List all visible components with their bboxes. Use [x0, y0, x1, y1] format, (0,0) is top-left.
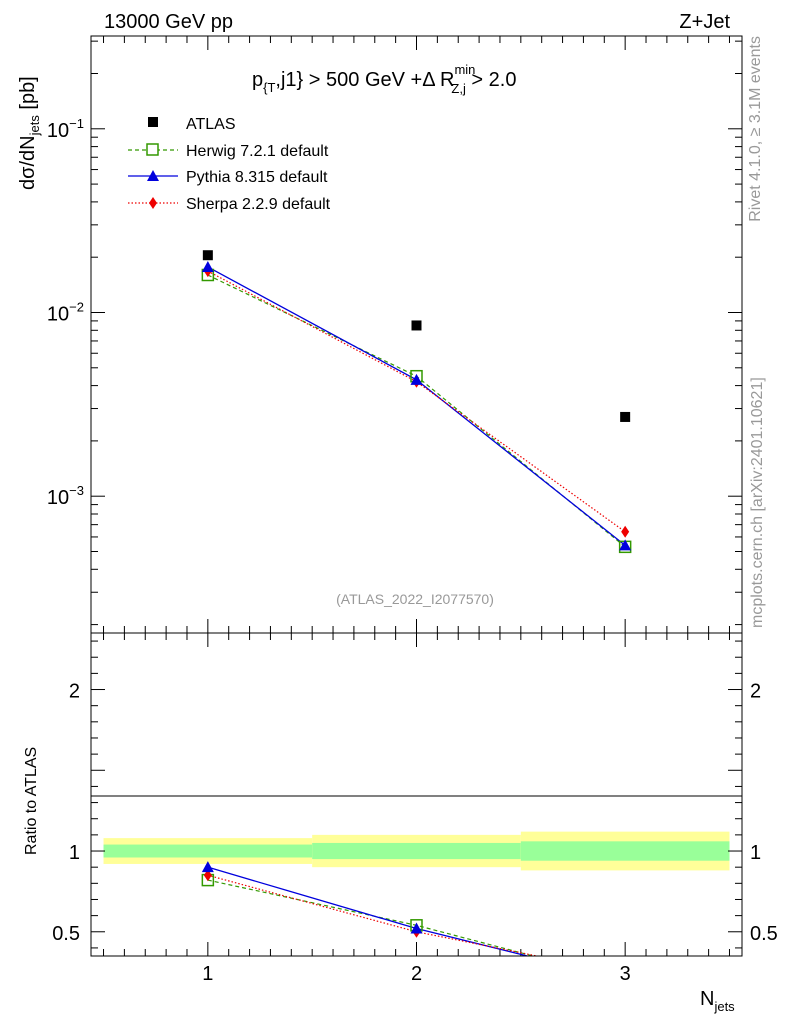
ratio-band-inner-0 [103, 844, 313, 858]
ratio-uncertainty-bands [103, 831, 730, 871]
ratio-plot-frame [90, 632, 743, 957]
header-right-label: Z+Jet [679, 11, 730, 33]
main-ytick-label-0: 10−3 [47, 483, 84, 509]
main-ytick-label-2: 10−1 [47, 116, 84, 142]
main-ytick-label-1: 10−2 [47, 299, 84, 325]
y-axis-label-ratio: Ratio to ATLAS [23, 747, 40, 855]
y-axis-label-main: dσ/dNjets [pb] [17, 76, 42, 190]
legend-label-atlas: ATLAS [186, 116, 236, 133]
main-panel: 10−3 10−2 10−1 p{T,j1} > 500 GeV +Δ Rmin Z,… [47, 35, 743, 634]
main-line-herwig [207, 274, 626, 548]
x-axis-label: Njets [700, 988, 735, 1014]
legend-marker-sherpa [149, 197, 157, 209]
legend-label-herwig: Herwig 7.2.1 default [186, 143, 329, 160]
legend-label-pythia: Pythia 8.315 default [186, 169, 328, 186]
main-series-markers [201, 250, 632, 554]
ratio-ytick-label-left-2: 2 [69, 681, 80, 703]
main-axis-ticks: 10−3 10−2 10−1 [47, 36, 742, 633]
ratio-clip [201, 861, 540, 956]
ratio-marker-pythia-1 [410, 922, 423, 934]
main-marker-pythia-0 [201, 260, 214, 272]
ratio-series-markers [201, 861, 423, 938]
main-marker-data-2 [620, 411, 631, 422]
main-marker-pythia-1 [410, 373, 423, 385]
main-line-pythia [207, 266, 626, 546]
plot-title: p{T,j1} > 500 GeV +Δ Rmin Z,j > 2.0 [252, 62, 516, 96]
ratio-band-inner-1 [312, 842, 521, 860]
legend: ATLAS Herwig 7.2.1 default Pythia 8.315 … [128, 116, 331, 213]
ratio-ytick-label-right-1: 1 [750, 842, 761, 864]
rivet-version-label: Rivet 4.1.0, ≥ 3.1M events [747, 36, 764, 222]
analysis-label: (ATLAS_2022_I2077570) [336, 591, 494, 607]
xtick-label-0: 1 [202, 963, 213, 985]
mcplots-label: mcplots.cern.ch [arXiv:2401.10621] [749, 377, 766, 628]
main-marker-pythia-2 [619, 539, 632, 551]
ratio-marker-pythia-0 [201, 861, 214, 873]
ratio-axis-ticks: 0.5 0.5 1 1 2 2 1 2 3 [52, 633, 778, 985]
ratio-panel: 0.5 0.5 1 1 2 2 1 2 3 [52, 632, 778, 985]
ratio-ytick-label-left-1: 1 [69, 842, 80, 864]
main-marker-sherpa-2 [621, 525, 630, 538]
ratio-ytick-label-left-0: 0.5 [52, 923, 80, 945]
ratio-band-inner-2 [520, 841, 730, 861]
legend-marker-atlas [148, 117, 158, 127]
main-marker-data-0 [202, 250, 213, 261]
main-marker-data-1 [411, 320, 422, 331]
ratio-ytick-label-right-0: 0.5 [750, 923, 778, 945]
ratio-marker-sherpa-0 [203, 869, 212, 882]
legend-label-sherpa: Sherpa 2.2.9 default [186, 196, 331, 213]
xtick-label-2: 3 [620, 963, 631, 985]
main-series-lines [207, 266, 626, 548]
header-left-label: 13000 GeV pp [104, 11, 233, 33]
xtick-label-1: 2 [411, 963, 422, 985]
main-line-sherpa [207, 270, 626, 533]
legend-marker-herwig [146, 143, 159, 156]
legend-marker-pythia [147, 170, 159, 181]
ratio-ytick-label-right-2: 2 [750, 681, 761, 703]
